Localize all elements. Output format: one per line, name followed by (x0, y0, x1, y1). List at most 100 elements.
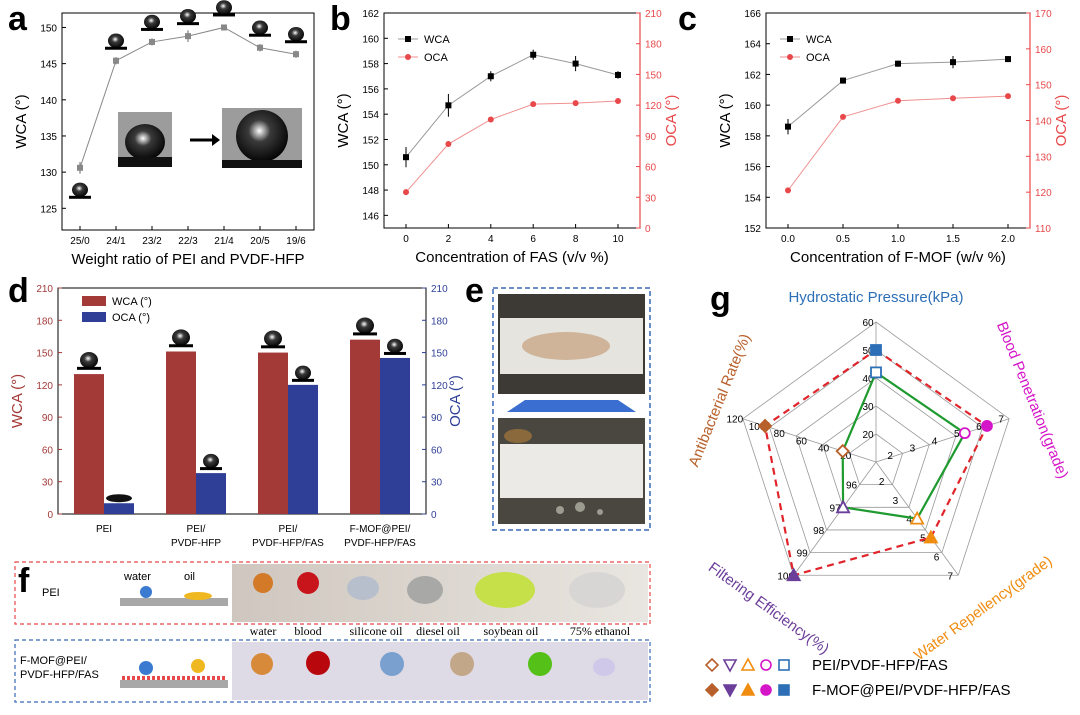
chart-d-bar-wca (350, 339, 380, 514)
f-liquid-label: soybean oil (484, 624, 540, 638)
chart-b-oca-point (403, 189, 409, 196)
chart-d-xtick-label: F-MOF@PEI/ (350, 524, 411, 535)
chart-g-tick-label: 99 (797, 549, 809, 560)
chart-g-legend-marker (778, 684, 790, 696)
chart-a-droplet-icon-base (141, 27, 163, 31)
chart-d-bar-wca (74, 374, 104, 514)
chart-a-xtick-label: 20/5 (250, 236, 270, 247)
chart-a-xtick-label: 24/1 (106, 236, 126, 247)
chart-d-xtick-label: PVDF-HFP/FAS (344, 538, 416, 549)
chart-a-droplet-icon-base (285, 40, 307, 44)
chart-b-oca-point (530, 101, 537, 108)
chart-d-xtick-label: PEI/ (187, 524, 206, 535)
chart-g-axis-title: Blood Penetration(grade) (993, 319, 1072, 481)
chart-d-ylabel: WCA (°) (9, 374, 26, 428)
chart-g-grid-ring (848, 433, 904, 486)
chart-b-ytick-label: 150 (362, 161, 379, 172)
chart-g-legend-marker (704, 682, 720, 698)
chart-b-ytick-label: 152 (362, 135, 379, 146)
chart-g-axis-title: Filtering Efficiency(%) (705, 559, 832, 658)
chart-b-frame (383, 12, 641, 229)
chart-g-legend-marker (760, 684, 772, 696)
f-liquid-label: water (250, 624, 277, 638)
chart-b-ytick-label: 146 (362, 211, 379, 222)
chart-g-point (835, 443, 850, 459)
f-row2-label-2: PVDF-HFP/FAS (20, 669, 99, 681)
chart-g-tick-label: 6 (976, 422, 982, 433)
chart-d-ytick-right-label: 150 (431, 349, 448, 360)
chart-g-series-line (841, 370, 967, 520)
chart-d-frame (57, 287, 427, 515)
chart-c: 152 154 156 158 160 162 164 166 110 120 130 140 150 1… (717, 9, 1070, 266)
chart-b-ytick-right-label: 30 (645, 193, 657, 204)
chart-g-series-line (763, 348, 989, 577)
chart-c-ytick-right-label: 170 (1035, 9, 1052, 20)
chart-d-ytick-label: 210 (36, 284, 53, 295)
chart-d-droplet-wca-icon (80, 351, 98, 369)
chart-d-ytick-right-label: 120 (431, 381, 448, 392)
chart-c-ytick-right-label: 130 (1035, 152, 1052, 163)
chart-a-xtick-label: 19/6 (286, 236, 306, 247)
chart-g-tick-label: 5 (954, 429, 960, 440)
panel-letter-d: d (8, 272, 29, 310)
chart-c-ylabel: WCA (°) (717, 93, 734, 147)
chart-g-legend-marker (760, 659, 772, 671)
chart-g-tick-label: 80 (774, 429, 786, 440)
chart-g-tick-label: 40 (818, 444, 830, 455)
chart-c-legend-wca-marker (787, 36, 793, 42)
chart-c-xtick-label: 0.5 (836, 234, 850, 245)
chart-a-droplet-icon (288, 27, 304, 42)
chart-d-bar-oca (196, 473, 226, 514)
chart-g-point (923, 529, 939, 544)
chart-g-point (786, 567, 802, 582)
chart-g-tick-label: 60 (796, 436, 808, 447)
chart-b-ytick-right-label: 150 (645, 70, 662, 81)
chart-b-ytick-right-label: 0 (645, 224, 651, 235)
chart-a-droplet-icon (252, 20, 268, 35)
chart-g-legend-marker (740, 682, 756, 696)
chart-b-wca-point (530, 51, 537, 58)
chart-c-ytick-label: 152 (744, 224, 761, 235)
chart-b-wca-point (445, 102, 452, 109)
chart-c-oca-line (787, 95, 1009, 191)
chart-d-xtick-label: PVDF-HFP/FAS (252, 538, 324, 549)
chart-g-legend-marker (704, 657, 720, 673)
chart-d-droplet-oca-icon (387, 338, 403, 354)
chart-a-droplet-icon (216, 0, 232, 15)
chart-a-ytick-label: 125 (40, 204, 57, 215)
chart-g-tick-label: 7 (948, 571, 954, 582)
chart-b-xtick-label: 8 (573, 234, 579, 245)
chart-a-point (113, 57, 119, 64)
chart-c-ytick-right-label: 120 (1035, 188, 1052, 199)
chart-c-ytick-right-label: 150 (1035, 81, 1052, 92)
chart-a-point (221, 24, 227, 31)
chart-d-ytick-label: 150 (36, 349, 53, 360)
chart-b-ytick-right-label: 60 (645, 163, 657, 174)
chart-a-point (257, 44, 263, 51)
chart-g-legend-label: PEI/PVDF-HFP/FAS (812, 657, 948, 674)
chart-c-ytick-right-label: 160 (1035, 45, 1052, 56)
chart-g-axis-title: Antibacterial Rate(%) (685, 331, 754, 469)
chart-d-ytick-label: 30 (42, 478, 54, 489)
panel-letter-c: c (678, 0, 697, 38)
chart-b-legend-oca-marker (405, 54, 411, 60)
chart-g-axis-title: Hydrostatic Pressure(kPa) (788, 289, 963, 306)
chart-d-bar-wca (166, 351, 196, 514)
chart-c-ytick-label: 158 (744, 132, 761, 143)
chart-d-ytick-label: 90 (42, 413, 54, 424)
chart-a-droplet-icon-base (177, 22, 199, 26)
chart-a-xtick-label: 22/3 (178, 236, 198, 247)
chart-d-droplet-oca-icon-base (200, 467, 222, 471)
chart-b-wca-point (487, 73, 494, 80)
chart-b-ylabel: WCA (°) (335, 93, 352, 147)
chart-g-grid-ring (742, 321, 1010, 576)
chart-b-legend-wca-marker (405, 36, 411, 42)
chart-a-point (77, 164, 83, 171)
chart-c-ytick-label: 166 (744, 9, 761, 20)
chart-d-droplet-wca-icon-base (169, 344, 193, 348)
chart-g-point (870, 344, 882, 356)
chart-b-xtick-label: 6 (530, 234, 536, 245)
chart-g-tick-label: 97 (830, 503, 842, 514)
chart-g-tick-label: 96 (846, 481, 858, 492)
